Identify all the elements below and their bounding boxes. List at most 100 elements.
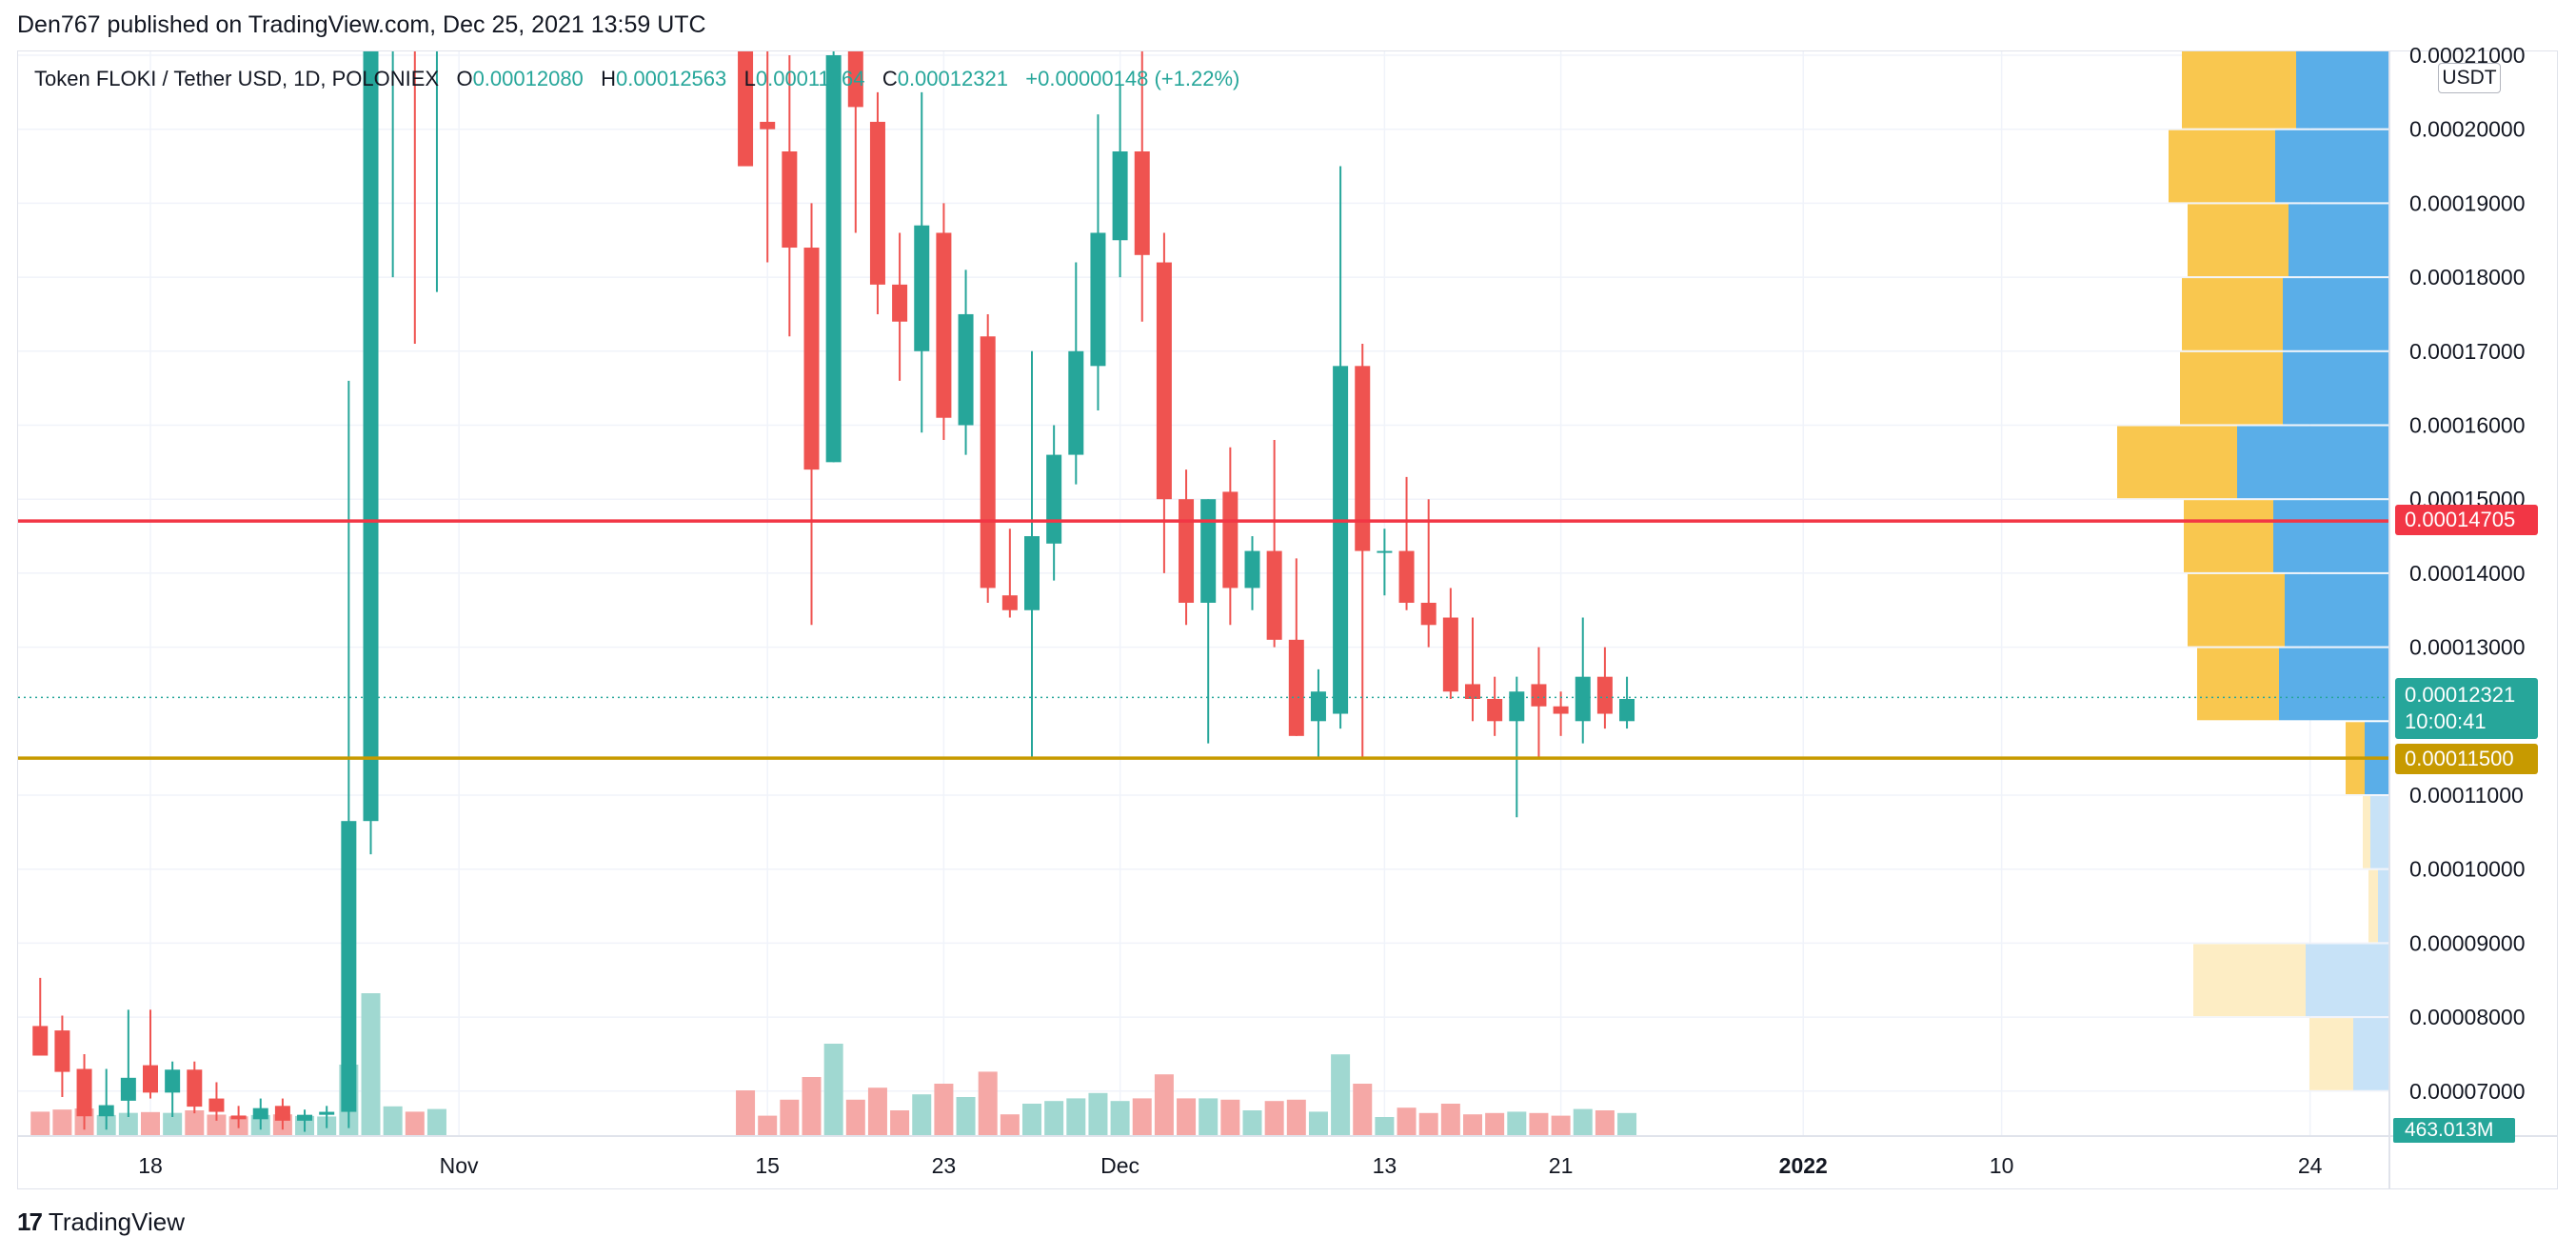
volume-profile-up-bar bbox=[2169, 130, 2275, 203]
x-tick-label: 2022 bbox=[1779, 1153, 1828, 1178]
volume-bar bbox=[361, 993, 381, 1136]
volume-bar bbox=[1617, 1112, 1637, 1136]
candle-body bbox=[1509, 691, 1525, 722]
volume-profile-up-bar bbox=[2193, 944, 2306, 1017]
candle-body bbox=[1465, 684, 1480, 699]
y-tick-label: 0.00018000 bbox=[2409, 265, 2526, 289]
candle-body bbox=[274, 1106, 290, 1121]
symbol-legend: Token FLOKI / Tether USD, 1D, POLONIEX O… bbox=[34, 67, 1239, 91]
volume-profile-down-bar bbox=[2370, 796, 2389, 868]
candle-body bbox=[1068, 350, 1084, 455]
candle-body bbox=[1266, 550, 1282, 640]
candle-body bbox=[1244, 550, 1260, 589]
candle-body bbox=[297, 1114, 313, 1121]
volume-profile-up-bar bbox=[2180, 351, 2283, 425]
y-tick-label: 0.00019000 bbox=[2409, 190, 2526, 215]
x-tick-label: Nov bbox=[440, 1153, 479, 1178]
candle-body bbox=[1024, 536, 1040, 610]
candle-body bbox=[1200, 499, 1217, 603]
x-tick-label: 21 bbox=[1549, 1153, 1574, 1178]
candle-body bbox=[1310, 691, 1326, 722]
x-tick-label: 24 bbox=[2298, 1153, 2323, 1178]
legend-high: 0.00012563 bbox=[616, 67, 727, 90]
candle-body bbox=[1377, 550, 1393, 553]
volume-profile-up-bar bbox=[2117, 426, 2237, 499]
candle-body bbox=[429, 0, 445, 40]
volume-bar bbox=[1199, 1098, 1219, 1136]
volume-profile-down-bar bbox=[2289, 204, 2389, 277]
legend-close-label: C bbox=[882, 67, 898, 90]
volume-profile-up-bar bbox=[2363, 796, 2370, 868]
candle-body bbox=[76, 1068, 92, 1117]
volume-bar bbox=[978, 1071, 998, 1136]
volume-profile-up-bar bbox=[2188, 573, 2285, 647]
volume-bar bbox=[1132, 1098, 1152, 1136]
volume-bar bbox=[52, 1109, 72, 1136]
candle-body bbox=[319, 1111, 335, 1115]
y-tick-label: 0.00016000 bbox=[2409, 413, 2526, 438]
candle-body bbox=[1596, 676, 1613, 714]
volume-bar bbox=[1286, 1099, 1306, 1136]
volume-bar bbox=[30, 1111, 50, 1136]
candle-body bbox=[1333, 366, 1349, 714]
candle-body bbox=[165, 1069, 181, 1093]
volume-bar bbox=[1463, 1114, 1482, 1136]
volume-bar bbox=[141, 1111, 160, 1136]
candle-body bbox=[1001, 595, 1018, 610]
legend-low-label: L bbox=[743, 67, 756, 90]
candle-body bbox=[1156, 262, 1172, 500]
volume-bar bbox=[1375, 1117, 1395, 1136]
volume-bar bbox=[1088, 1092, 1108, 1136]
candle-body bbox=[1046, 454, 1062, 544]
publisher-line: Den767 published on TradingView.com, Dec… bbox=[17, 11, 706, 38]
current-price: 0.00012321 bbox=[2405, 683, 2516, 707]
volume-bar bbox=[934, 1084, 954, 1136]
volume-profile bbox=[2117, 51, 2389, 1090]
orange-level-tag: 0.00011500 bbox=[2395, 744, 2538, 774]
candle-body bbox=[782, 151, 798, 249]
volume-profile-down-bar bbox=[2296, 51, 2389, 129]
volume-profile-up-bar bbox=[2309, 1018, 2353, 1090]
legend-open-label: O bbox=[456, 67, 473, 90]
volume-bar bbox=[1485, 1112, 1505, 1136]
volume-bar bbox=[1507, 1111, 1527, 1136]
legend-symbol: Token FLOKI / Tether USD, 1D, POLONIEX bbox=[34, 67, 440, 90]
volume-bar bbox=[1440, 1104, 1460, 1136]
legend-high-label: H bbox=[601, 67, 617, 90]
candle-body bbox=[738, 51, 754, 167]
volume-bar bbox=[163, 1112, 183, 1136]
candle-body bbox=[32, 1026, 49, 1056]
currency-button[interactable]: USDT bbox=[2438, 63, 2501, 93]
tradingview-logo-icon: 17 bbox=[17, 1207, 43, 1236]
volume-profile-down-bar bbox=[2283, 351, 2389, 425]
legend-low: 0.00011864 bbox=[755, 67, 865, 90]
volume-bar bbox=[1418, 1112, 1438, 1136]
volume-bar bbox=[956, 1097, 976, 1136]
volume-bar bbox=[1066, 1098, 1086, 1136]
candle-body bbox=[760, 121, 776, 130]
volume-profile-down-bar bbox=[2275, 130, 2389, 203]
tradingview-brand[interactable]: 17 TradingView bbox=[17, 1207, 185, 1237]
volume-bar bbox=[736, 1090, 756, 1136]
candle-body bbox=[120, 1077, 136, 1101]
candle-body bbox=[1553, 706, 1569, 714]
volume-bar bbox=[1154, 1074, 1174, 1136]
volume-bars bbox=[30, 993, 1637, 1136]
volume-bar bbox=[867, 1087, 887, 1136]
volume-bar bbox=[780, 1099, 800, 1136]
volume-profile-down-bar bbox=[2353, 1018, 2389, 1090]
candle-body bbox=[1487, 698, 1503, 722]
candle-body bbox=[803, 248, 820, 470]
volume-bar bbox=[1220, 1099, 1240, 1136]
volume-bar bbox=[823, 1044, 843, 1136]
axes: 0.000210000.000200000.000190000.00018000… bbox=[18, 43, 2557, 1189]
y-tick-label: 0.00017000 bbox=[2409, 339, 2526, 364]
volume-bar bbox=[1353, 1084, 1373, 1136]
x-tick-label: 23 bbox=[932, 1153, 957, 1178]
volume-profile-up-bar bbox=[2184, 500, 2273, 572]
volume-profile-up-bar bbox=[2197, 648, 2279, 721]
volume-bar bbox=[383, 1106, 403, 1136]
x-tick-label: 13 bbox=[1373, 1153, 1397, 1178]
candle-body bbox=[958, 313, 974, 426]
